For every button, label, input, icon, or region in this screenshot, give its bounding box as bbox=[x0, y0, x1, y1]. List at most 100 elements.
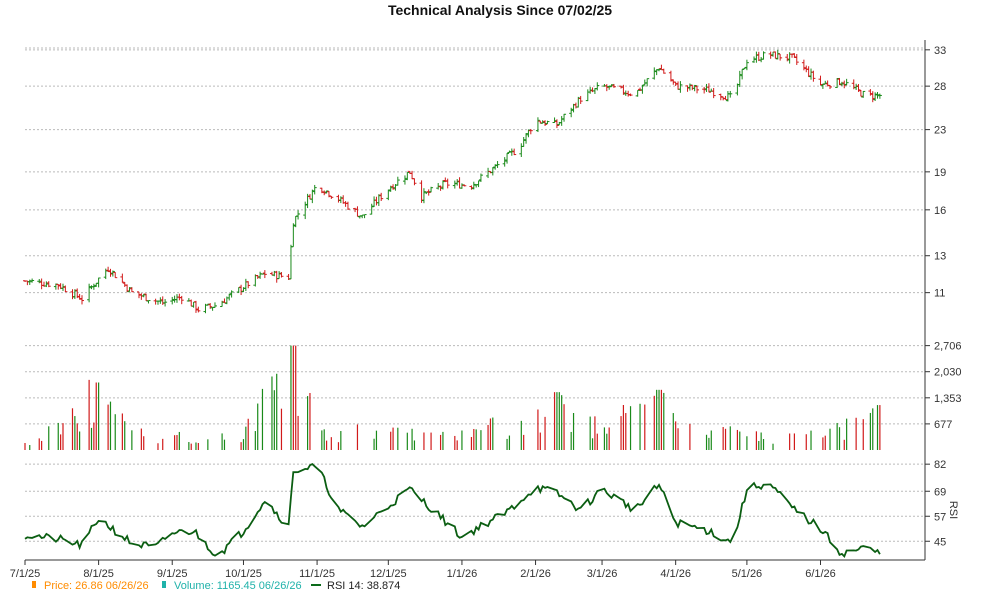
price-bar bbox=[239, 284, 244, 296]
legend-volume-label: Volume: 1165.45 06/26/26 bbox=[174, 580, 302, 592]
price-bar bbox=[125, 284, 130, 293]
price-bar bbox=[120, 273, 125, 283]
price-bar bbox=[243, 278, 248, 292]
rsi-tick-label: 57 bbox=[934, 511, 946, 523]
price-bar bbox=[471, 181, 476, 190]
price-bar bbox=[77, 294, 82, 300]
price-bar bbox=[75, 288, 80, 299]
price-bar bbox=[277, 271, 282, 280]
price-bar bbox=[274, 270, 279, 283]
price-bar bbox=[628, 93, 633, 97]
price-bar bbox=[635, 89, 640, 97]
price-bar bbox=[678, 81, 683, 93]
price-bar bbox=[222, 298, 227, 304]
price-bar bbox=[324, 190, 329, 194]
price-bar bbox=[870, 91, 875, 103]
price-bar bbox=[386, 189, 391, 201]
price-bar bbox=[136, 291, 141, 299]
price-bar bbox=[436, 183, 441, 190]
price-bar bbox=[205, 303, 210, 306]
price-bar bbox=[540, 120, 545, 124]
price-bar bbox=[421, 188, 426, 204]
price-bar bbox=[163, 299, 168, 307]
volume-bars bbox=[24, 345, 881, 450]
price-bar bbox=[538, 120, 543, 124]
rsi-tick-label: 69 bbox=[934, 486, 946, 498]
rsi-line bbox=[24, 463, 881, 559]
price-bar bbox=[236, 287, 241, 293]
price-bar bbox=[652, 67, 657, 80]
price-bar bbox=[208, 303, 213, 309]
x-tick-label: 9/1/25 bbox=[157, 568, 188, 580]
price-bar bbox=[704, 83, 709, 92]
price-bar bbox=[139, 293, 144, 300]
legend-rsi: RSI 14: 38.874 bbox=[311, 580, 400, 592]
price-bar bbox=[462, 184, 467, 187]
price-bar bbox=[113, 271, 118, 279]
price-bar bbox=[322, 190, 327, 196]
price-bar bbox=[706, 83, 711, 93]
price-bar bbox=[711, 88, 716, 99]
x-tick-label: 12/1/25 bbox=[370, 568, 407, 580]
price-tick-label: 23 bbox=[934, 125, 946, 137]
x-tick-label: 1/1/26 bbox=[447, 568, 478, 580]
price-bar bbox=[828, 85, 833, 90]
price-bar bbox=[457, 177, 462, 189]
price-bar bbox=[369, 203, 374, 215]
price-bar bbox=[702, 86, 707, 94]
price-bar bbox=[307, 194, 312, 200]
legend-volume-swatch bbox=[162, 581, 166, 588]
price-bar bbox=[253, 274, 258, 287]
price-bar bbox=[621, 84, 626, 95]
price-bar bbox=[103, 268, 108, 280]
price-bar bbox=[424, 191, 429, 195]
price-bar bbox=[170, 296, 175, 305]
price-bar bbox=[30, 278, 35, 283]
price-bar bbox=[196, 306, 201, 313]
price-bar bbox=[374, 196, 379, 206]
x-tick-label: 6/1/26 bbox=[805, 568, 836, 580]
price-bar bbox=[754, 51, 759, 63]
price-bar bbox=[229, 290, 234, 298]
price-bar bbox=[740, 68, 745, 80]
price-bar bbox=[768, 51, 773, 59]
price-bar bbox=[718, 93, 723, 101]
price-bar bbox=[402, 175, 407, 185]
price-bar bbox=[391, 184, 396, 190]
price-bar bbox=[319, 187, 324, 194]
price-bar bbox=[493, 164, 498, 170]
price-bar bbox=[412, 178, 417, 186]
price-bar bbox=[174, 294, 179, 303]
price-bar bbox=[790, 53, 795, 58]
price-bar bbox=[607, 85, 612, 90]
price-bar bbox=[554, 119, 559, 129]
price-bar bbox=[272, 270, 277, 277]
legend-price: Price: 26.86 06/26/26 bbox=[32, 580, 149, 592]
price-bar bbox=[861, 90, 866, 98]
legend-price-swatch bbox=[32, 581, 36, 588]
price-bar bbox=[519, 143, 524, 158]
price-bar bbox=[502, 157, 507, 167]
volume-tick-label: 677 bbox=[934, 419, 952, 431]
volume-tick-label: 2,706 bbox=[934, 341, 962, 353]
price-bar bbox=[578, 95, 583, 104]
price-bar bbox=[685, 85, 690, 92]
price-bar bbox=[445, 178, 450, 189]
price-bar bbox=[687, 83, 692, 91]
price-bar bbox=[288, 244, 293, 280]
price-bar bbox=[752, 56, 757, 63]
legend-price-label: Price: 26.86 06/26/26 bbox=[44, 580, 149, 592]
price-bar bbox=[657, 68, 662, 72]
price-tick-label: 28 bbox=[934, 81, 946, 93]
price-bar bbox=[543, 120, 548, 126]
price-bar bbox=[37, 279, 42, 284]
price-bar bbox=[478, 173, 483, 182]
price-bar bbox=[521, 136, 526, 147]
price-bar bbox=[63, 285, 68, 293]
price-bar bbox=[70, 289, 75, 300]
price-bar bbox=[785, 53, 790, 62]
price-bar bbox=[452, 180, 457, 189]
price-bar bbox=[343, 201, 348, 207]
price-bar bbox=[440, 180, 445, 190]
price-bar bbox=[426, 189, 431, 196]
